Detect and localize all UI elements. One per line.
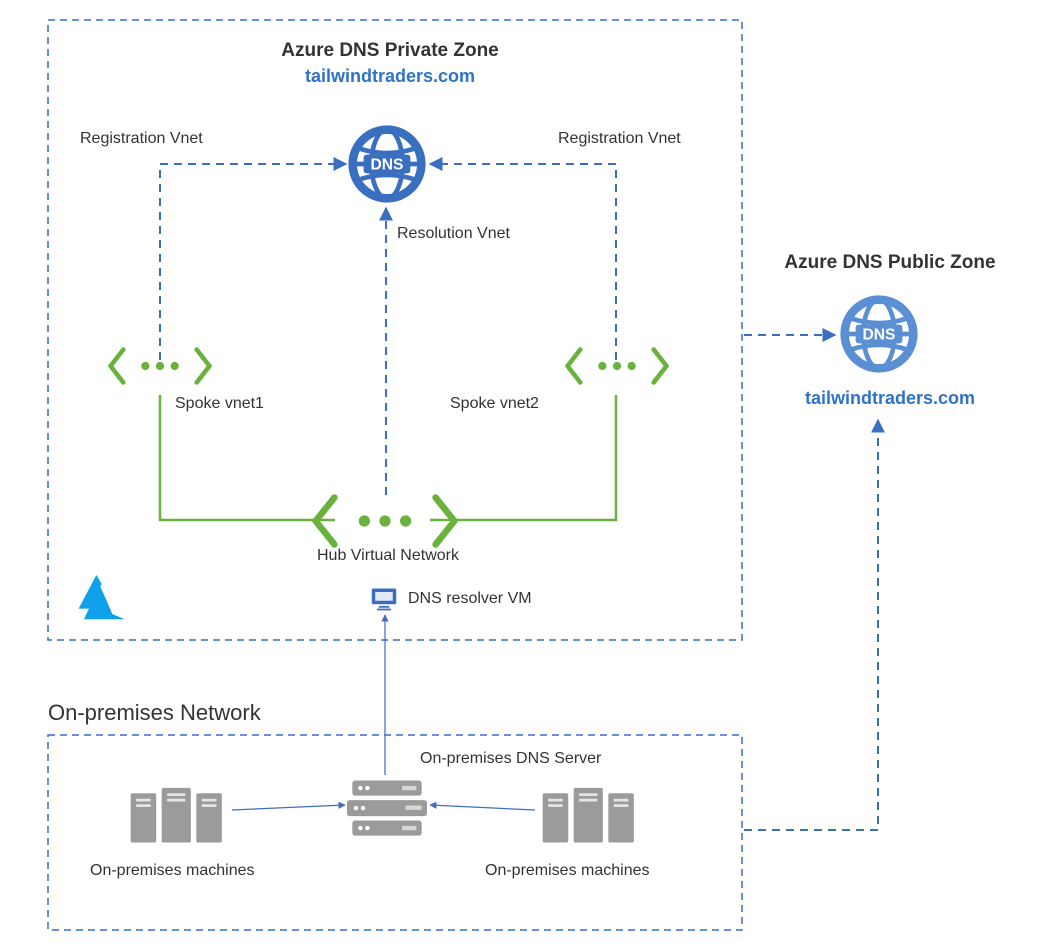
reg-vnet-left-label: Registration Vnet bbox=[80, 130, 203, 148]
vnet-spoke2-icon bbox=[562, 340, 672, 392]
resolution-vnet-label: Resolution Vnet bbox=[397, 225, 510, 243]
edge-spoke2-dns bbox=[430, 164, 616, 360]
public-zone-domain: tailwindtraders.com bbox=[770, 388, 1010, 409]
diagram-canvas: Azure DNS Private Zone tailwindtraders.c… bbox=[0, 0, 1055, 950]
edge-spoke1-dns bbox=[160, 164, 346, 360]
machines-right-icon bbox=[540, 786, 642, 848]
spoke1-label: Spoke vnet1 bbox=[175, 395, 264, 413]
onprem-dns-label: On-premises DNS Server bbox=[420, 750, 601, 768]
edge-machinesR-server bbox=[430, 805, 535, 810]
dns-resolver-label: DNS resolver VM bbox=[408, 590, 532, 608]
svg-text:DNS: DNS bbox=[371, 156, 404, 173]
edge-onprem-publicdns bbox=[744, 420, 878, 830]
private-zone-title: Azure DNS Private Zone bbox=[0, 40, 780, 62]
reg-vnet-right-label: Registration Vnet bbox=[558, 130, 681, 148]
vm-resolver-icon bbox=[370, 585, 398, 613]
svg-text:DNS: DNS bbox=[863, 326, 896, 343]
edge-machinesL-server bbox=[232, 805, 345, 810]
vnet-hub-icon bbox=[310, 490, 460, 552]
onprem-title: On-premises Network bbox=[48, 700, 261, 726]
private-zone-domain: tailwindtraders.com bbox=[0, 66, 780, 87]
vnet-spoke1-icon bbox=[105, 340, 215, 392]
server-stack-icon bbox=[347, 778, 427, 840]
onprem-machines-right-label: On-premises machines bbox=[485, 862, 650, 880]
onprem-machines-left-label: On-premises machines bbox=[90, 862, 255, 880]
spoke2-label: Spoke vnet2 bbox=[450, 395, 539, 413]
machines-left-icon bbox=[128, 786, 230, 848]
public-zone-title: Azure DNS Public Zone bbox=[770, 252, 1010, 274]
dns-public-icon: DNS bbox=[840, 295, 918, 373]
dns-private-icon: DNS bbox=[348, 125, 426, 203]
edge-spoke1-hub bbox=[160, 395, 335, 520]
azure-logo-icon bbox=[68, 572, 130, 624]
